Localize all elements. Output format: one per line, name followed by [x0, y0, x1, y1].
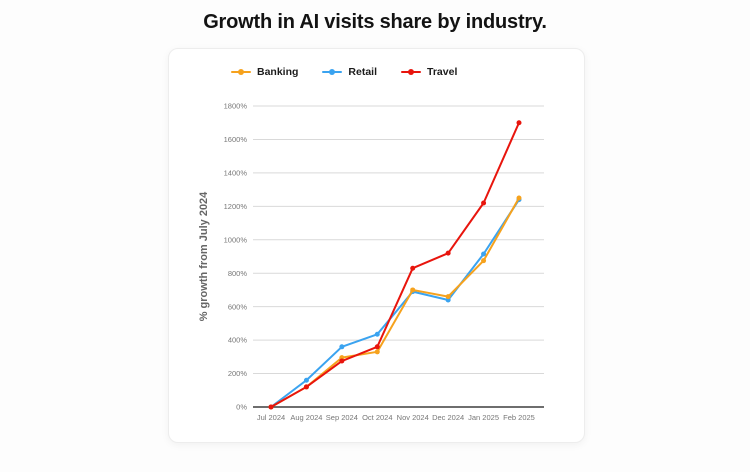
data-point-travel-6[interactable] — [481, 200, 487, 206]
x-tick-label: Jan 2025 — [468, 413, 499, 422]
series-line-retail — [270, 198, 520, 408]
y-tick-label: 0% — [236, 403, 247, 412]
legend-marker-retail-icon — [322, 69, 343, 76]
data-point-travel-2[interactable] — [339, 358, 345, 364]
data-point-banking-5[interactable] — [445, 294, 451, 300]
data-point-retail-6[interactable] — [481, 251, 487, 257]
x-tick-label: Nov 2024 — [397, 413, 429, 422]
data-point-retail-3[interactable] — [374, 331, 380, 337]
line-chart: 0% 200% 400% 600% 800% 1000% 1200% 1400% 1600% 18… — [198, 102, 544, 422]
y-tick-label: 1600% — [224, 135, 248, 144]
data-point-retail-2[interactable] — [339, 344, 345, 350]
data-point-banking-4[interactable] — [410, 287, 416, 293]
y-tick-label: 400% — [228, 336, 248, 345]
chart-card: Banking Retail Travel 0% 200% 400% 600% 800%… — [168, 48, 585, 443]
data-point-travel-1[interactable] — [303, 384, 309, 390]
y-tick-label: 1000% — [224, 235, 248, 244]
legend-marker-banking-icon — [231, 69, 251, 76]
data-point-travel-0[interactable] — [268, 404, 274, 410]
data-point-banking-7[interactable] — [516, 195, 522, 201]
y-axis-title: % growth from July 2024 — [198, 191, 210, 321]
x-tick-label: Aug 2024 — [290, 413, 322, 422]
x-tick-label: Jul 2024 — [257, 413, 285, 422]
chart-legend: Banking Retail Travel — [231, 66, 457, 78]
legend-item-travel[interactable]: Travel — [401, 66, 457, 78]
legend-label-banking: Banking — [257, 66, 299, 78]
legend-label-retail: Retail — [348, 66, 378, 78]
series-line-travel — [270, 121, 520, 408]
y-tick-label: 600% — [228, 302, 248, 311]
data-point-banking-3[interactable] — [374, 349, 380, 355]
y-tick-label: 800% — [228, 269, 248, 278]
x-tick-label: Feb 2025 — [503, 413, 535, 422]
legend-item-banking[interactable]: Banking — [231, 66, 298, 78]
x-tick-label: Sep 2024 — [326, 413, 358, 422]
x-tick-label: Dec 2024 — [432, 413, 464, 422]
data-point-travel-3[interactable] — [374, 344, 380, 350]
y-tick-label: 1400% — [224, 168, 248, 177]
legend-item-retail[interactable]: Retail — [322, 66, 377, 78]
y-tick-label: 1800% — [224, 102, 248, 111]
data-point-travel-4[interactable] — [410, 265, 416, 271]
x-tick-label: Oct 2024 — [362, 413, 392, 422]
y-tick-label: 1200% — [224, 202, 248, 211]
y-tick-label: 200% — [228, 369, 248, 378]
legend-label-travel: Travel — [427, 66, 458, 78]
series-line-banking — [270, 196, 520, 408]
data-point-travel-7[interactable] — [516, 120, 522, 126]
data-point-travel-5[interactable] — [445, 250, 451, 256]
legend-marker-travel-icon — [401, 69, 422, 76]
data-point-retail-1[interactable] — [303, 377, 309, 383]
page-title: Growth in AI visits share by industry. — [203, 11, 547, 33]
data-point-banking-6[interactable] — [481, 258, 487, 264]
